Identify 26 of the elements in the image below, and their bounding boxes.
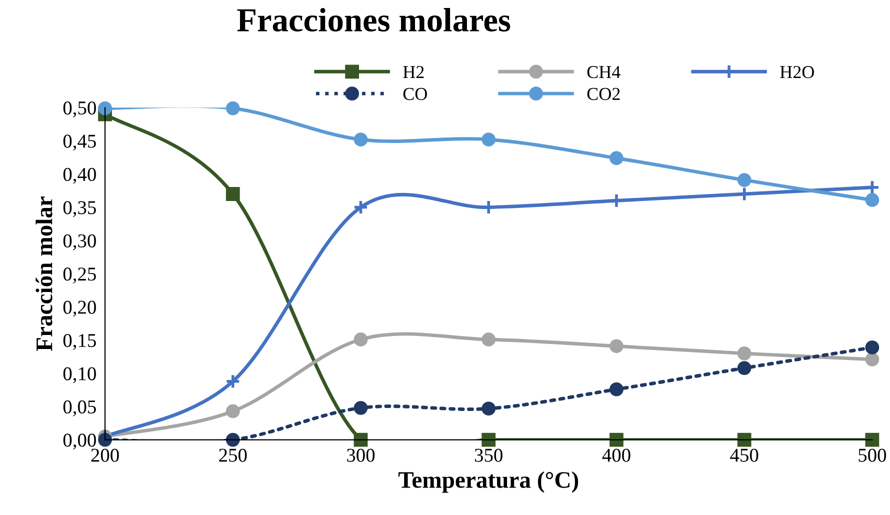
y-tick-label: 0,40	[63, 168, 96, 184]
y-tick-label: 0,30	[63, 234, 96, 250]
x-tick-label: 200	[91, 448, 119, 462]
y-tick-label: 0,00	[63, 434, 96, 450]
x-tick-label: 450	[730, 448, 758, 462]
x-tick-label: 250	[219, 448, 247, 462]
legend-label: CO	[403, 88, 427, 100]
chart-title: Fracciones molares	[237, 8, 510, 32]
x-axis-title: Temperatura (°C)	[398, 471, 578, 493]
y-tick-label: 0,45	[63, 134, 96, 151]
x-tick-label: 500	[858, 448, 886, 462]
y-tick-label: 0,20	[63, 300, 96, 317]
y-tick-label: 0,50	[63, 101, 96, 118]
y-tick-label: 0,35	[63, 201, 96, 218]
x-tick-label: 400	[602, 448, 630, 462]
legend-label: H2	[403, 66, 424, 78]
legend-label: H2O	[780, 66, 814, 78]
legend-label: CO2	[587, 88, 620, 100]
y-tick-label: 0,10	[63, 367, 96, 384]
x-tick-label: 300	[347, 448, 375, 462]
y-tick-label: 0,15	[63, 334, 96, 350]
y-axis-title: Fracción molar	[36, 196, 52, 352]
legend-label: CH4	[587, 66, 620, 78]
x-tick-label: 350	[474, 448, 502, 462]
y-tick-label: 0,05	[63, 400, 96, 416]
y-tick-label: 0,25	[63, 268, 96, 284]
